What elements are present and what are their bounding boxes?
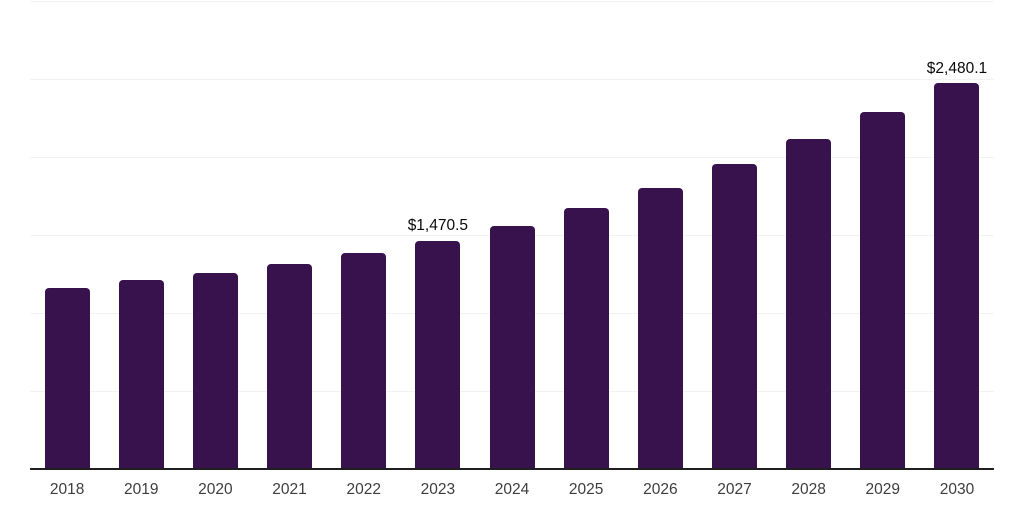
- x-tick-label-2025: 2025: [568, 481, 604, 498]
- x-tick-label-2021: 2021: [272, 481, 307, 498]
- bar-slot-2024: [475, 0, 549, 470]
- bar-slot-2029: [846, 0, 920, 470]
- bar-2029: [860, 111, 906, 470]
- bar-slot-2022: [327, 0, 401, 470]
- bar-2030: [934, 83, 980, 470]
- bar-2026: [637, 188, 683, 470]
- x-tick-label-2027: 2027: [717, 481, 752, 498]
- gridline: [30, 79, 994, 80]
- x-tick-label-2018: 2018: [49, 481, 85, 498]
- data-label-2030: $2,480.1: [926, 59, 988, 77]
- x-tick-label-2023: 2023: [420, 481, 456, 498]
- x-tick-label-2020: 2020: [198, 481, 233, 498]
- bar-2025: [563, 207, 609, 470]
- bar-slot-2025: [549, 0, 623, 470]
- bar-slot-2030: $2,480.1: [920, 0, 994, 470]
- x-tick-label-2030: 2030: [939, 481, 975, 498]
- x-tick-label-2024: 2024: [494, 481, 530, 498]
- data-label-2023: $1,470.5: [407, 217, 469, 235]
- x-tick-label-2028: 2028: [791, 481, 826, 498]
- bar-2020: [192, 273, 238, 470]
- bar-slot-2018: [30, 0, 104, 470]
- bar-slot-2028: [772, 0, 846, 470]
- plot-area: $1,470.5 $2,480.1: [30, 0, 994, 470]
- gridline: [30, 157, 994, 158]
- x-tick-label-2026: 2026: [643, 481, 678, 498]
- x-axis-labels: 2018 2019 2020 2021 2022 2023 2024 2025 2026 2027…: [30, 481, 994, 499]
- bar-2022: [341, 253, 387, 470]
- bar-2018: [44, 287, 90, 470]
- x-tick-label-2029: 2029: [865, 481, 901, 498]
- bar-2019: [118, 280, 164, 470]
- gridline: [30, 1, 994, 2]
- bar-slot-2020: [178, 0, 252, 470]
- bar-2024: [489, 225, 535, 470]
- x-axis-line: [30, 468, 994, 470]
- bar-2021: [267, 264, 313, 470]
- bar-slot-2026: [623, 0, 697, 470]
- x-tick-label-2019: 2019: [123, 481, 159, 498]
- bar-2023: [415, 240, 461, 470]
- x-tick-label-2022: 2022: [346, 481, 381, 498]
- bar-2028: [786, 139, 832, 470]
- bar-slot-2019: [104, 0, 178, 470]
- bars-row: $1,470.5 $2,480.1: [30, 0, 994, 470]
- bar-slot-2027: [697, 0, 771, 470]
- bar-slot-2023: $1,470.5: [401, 0, 475, 470]
- bar-2027: [711, 163, 757, 470]
- bar-slot-2021: [252, 0, 326, 470]
